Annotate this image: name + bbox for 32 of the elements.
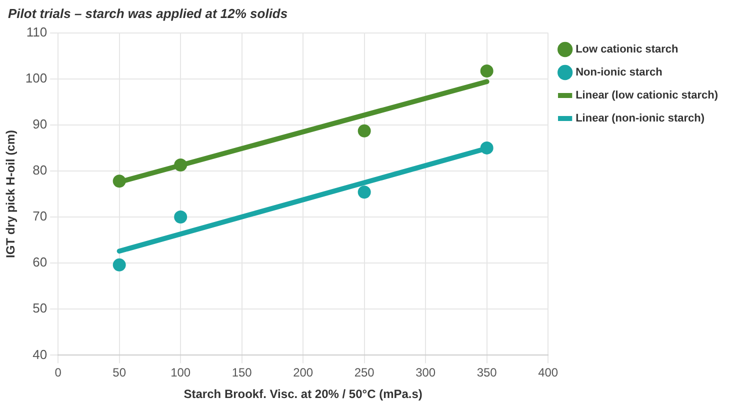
chart-title: Pilot trials – starch was applied at 12% solids — [8, 6, 288, 21]
x-tick-label: 250 — [354, 366, 375, 380]
y-tick-label: 100 — [25, 70, 48, 86]
point — [112, 174, 126, 188]
x-tick-label: 0 — [54, 366, 62, 380]
point — [480, 141, 494, 154]
y-tick-label: 50 — [32, 300, 48, 316]
point — [480, 64, 494, 78]
y-tick-label: 40 — [32, 346, 48, 362]
legend-label: Linear (non-ionic starch) — [576, 112, 705, 125]
x-tick-label: 50 — [112, 366, 126, 380]
point — [358, 124, 371, 138]
y-axis-title: IGT dry pick H-oil (cm) — [4, 130, 18, 258]
y-tick-label: 110 — [26, 24, 48, 40]
x-tick-label: 150 — [232, 366, 252, 380]
legend-label: Low cationic starch — [576, 44, 679, 56]
x-tick-label: 350 — [476, 366, 498, 380]
x-tick-label: 200 — [293, 366, 314, 380]
y-tick-label: 80 — [32, 162, 48, 178]
legend-label: Linear (low cationic starch) — [576, 90, 718, 102]
point — [174, 158, 188, 172]
y-tick-label: 90 — [32, 116, 48, 132]
point — [358, 186, 371, 199]
legend-label: Non-ionic starch — [576, 66, 663, 79]
x-tick-label: 100 — [170, 366, 191, 380]
point — [174, 210, 188, 224]
y-tick-label: 70 — [32, 208, 48, 224]
x-axis-title: Starch Brookf. Visc. at 20% / 50°C (mPa.s) — [184, 387, 422, 402]
point — [112, 258, 126, 272]
y-tick-label: 60 — [32, 254, 48, 270]
x-tick-label: 300 — [416, 366, 436, 380]
x-tick-label: 400 — [538, 366, 558, 380]
